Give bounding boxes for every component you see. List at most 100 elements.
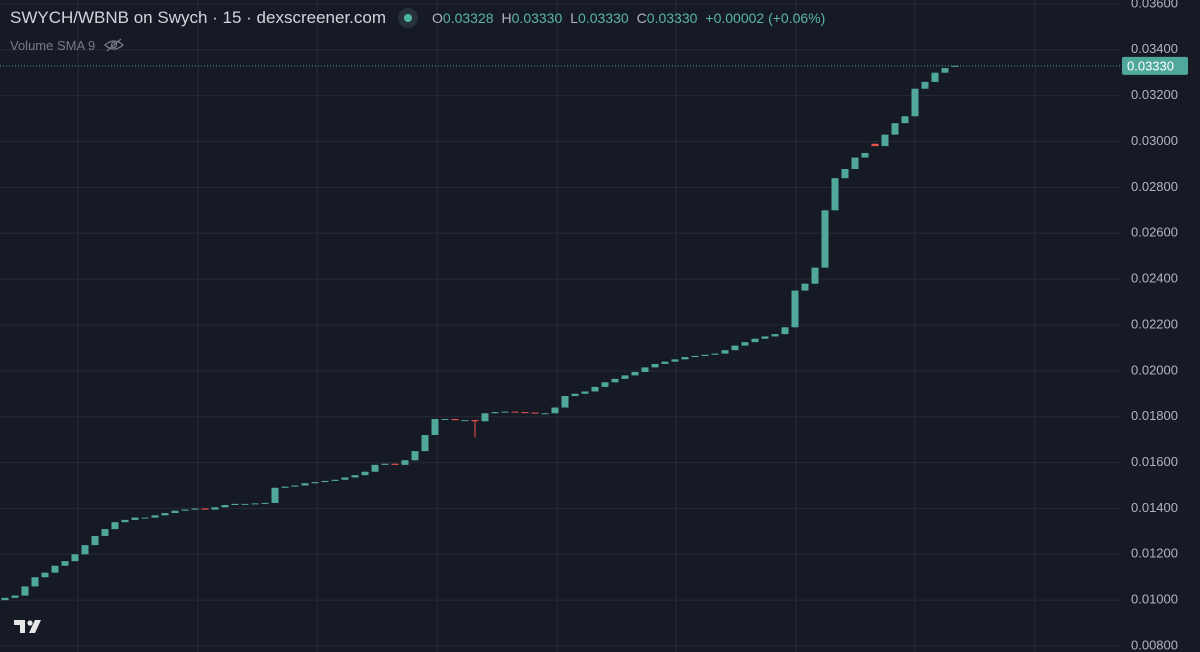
symbol-title[interactable]: SWYCH/WBNB on Swych · 15 · dexscreener.c… xyxy=(10,8,387,27)
candle-body xyxy=(871,143,879,147)
candle-body xyxy=(851,157,859,170)
candle-body xyxy=(861,152,869,158)
candle-body xyxy=(31,577,39,587)
candle-body xyxy=(431,418,439,436)
y-tick-label: 0.03000 xyxy=(1131,133,1178,148)
candle-body xyxy=(691,355,699,358)
readout-key: L xyxy=(570,10,579,26)
candle-body xyxy=(931,72,939,82)
y-tick-label: 0.03400 xyxy=(1131,41,1178,56)
y-tick-label: 0.02000 xyxy=(1131,362,1178,377)
candle-body xyxy=(751,338,759,343)
candle-body xyxy=(911,88,919,117)
y-tick-label: 0.01200 xyxy=(1131,546,1178,561)
readout-value: 0.03330 xyxy=(578,10,629,26)
candle-body xyxy=(21,586,29,596)
y-tick-label: 0.03600 xyxy=(1131,0,1178,10)
candle-body xyxy=(111,522,119,530)
candle-body xyxy=(801,283,809,291)
status-dot xyxy=(398,8,419,28)
y-tick-label: 0.01600 xyxy=(1131,454,1178,469)
candle-body xyxy=(341,477,349,480)
candle-body xyxy=(321,480,329,483)
candle-body xyxy=(351,475,359,478)
candle-body xyxy=(581,391,589,394)
readout-value: 0.03330 xyxy=(646,10,698,26)
candle-body xyxy=(221,504,229,508)
candle-body xyxy=(511,411,519,413)
candle-body xyxy=(761,336,769,339)
candle-body xyxy=(381,463,389,465)
candle-body xyxy=(721,350,729,354)
y-tick-label: 0.02400 xyxy=(1131,271,1178,286)
candle-body xyxy=(841,169,849,179)
candle-body xyxy=(671,359,679,362)
candle-body xyxy=(161,513,169,516)
candle-body xyxy=(711,353,719,355)
candle-body xyxy=(531,412,539,414)
y-tick-label: 0.01400 xyxy=(1131,500,1178,515)
candle-body xyxy=(781,327,789,335)
indicator-label[interactable]: Volume SMA 9 xyxy=(10,37,96,53)
change-text: +0.00002 (+0.06%) xyxy=(705,10,826,26)
candle-body xyxy=(941,68,949,73)
candle-body xyxy=(571,393,579,397)
candle-body xyxy=(591,386,599,392)
candle-body xyxy=(641,367,649,372)
candle-body xyxy=(731,345,739,351)
candle-body xyxy=(651,363,659,368)
candle-body xyxy=(561,396,569,408)
candle-body xyxy=(611,378,619,383)
candle-body xyxy=(921,81,929,89)
candle-body xyxy=(831,178,839,211)
candle-body xyxy=(371,464,379,472)
readout-value: 0.03330 xyxy=(511,10,563,26)
candle-body xyxy=(281,486,289,488)
candle-body xyxy=(741,342,749,346)
candle-body xyxy=(51,565,59,573)
candle-body xyxy=(311,482,319,484)
candle-body xyxy=(271,487,279,503)
indicator-row: Volume SMA 9 xyxy=(10,37,125,53)
candle-body xyxy=(601,382,609,387)
candle-body xyxy=(541,413,549,415)
candle-body xyxy=(301,483,309,486)
readout-key: O xyxy=(432,10,443,26)
readout-key: C xyxy=(636,10,647,26)
candle-body xyxy=(621,375,629,379)
y-tick-label: 0.01800 xyxy=(1131,408,1178,423)
candle-body xyxy=(261,502,269,504)
candle-body xyxy=(441,418,449,420)
candle-body xyxy=(501,411,509,413)
y-tick-label: 0.00800 xyxy=(1131,637,1178,652)
candle-body xyxy=(701,354,709,356)
candle-body xyxy=(151,515,159,518)
candle-body xyxy=(61,561,69,566)
candle-body xyxy=(141,517,149,519)
readout-value: 0.03328 xyxy=(442,10,494,26)
tradingview-logo xyxy=(14,620,41,633)
header: SWYCH/WBNB on Swych · 15 · dexscreener.c… xyxy=(10,8,833,28)
candle-body xyxy=(201,508,209,510)
candle-body xyxy=(811,267,819,284)
candle-body xyxy=(101,529,109,536)
readout-key: H xyxy=(501,10,512,26)
candle-body xyxy=(461,420,469,422)
candle-body xyxy=(81,545,89,555)
hide-icon[interactable] xyxy=(103,37,125,53)
candle-body xyxy=(881,134,889,147)
candle-body xyxy=(211,507,219,510)
candle-body xyxy=(241,503,249,505)
candle-body xyxy=(91,535,99,546)
candle-body xyxy=(251,503,259,505)
candle-body xyxy=(361,471,369,476)
candle-body xyxy=(491,412,499,414)
candle-body xyxy=(411,451,419,461)
candle-body xyxy=(471,420,479,422)
candle-body xyxy=(451,418,459,421)
candle-body xyxy=(391,463,399,465)
y-tick-label: 0.02200 xyxy=(1131,316,1178,331)
candle-body xyxy=(121,519,129,523)
